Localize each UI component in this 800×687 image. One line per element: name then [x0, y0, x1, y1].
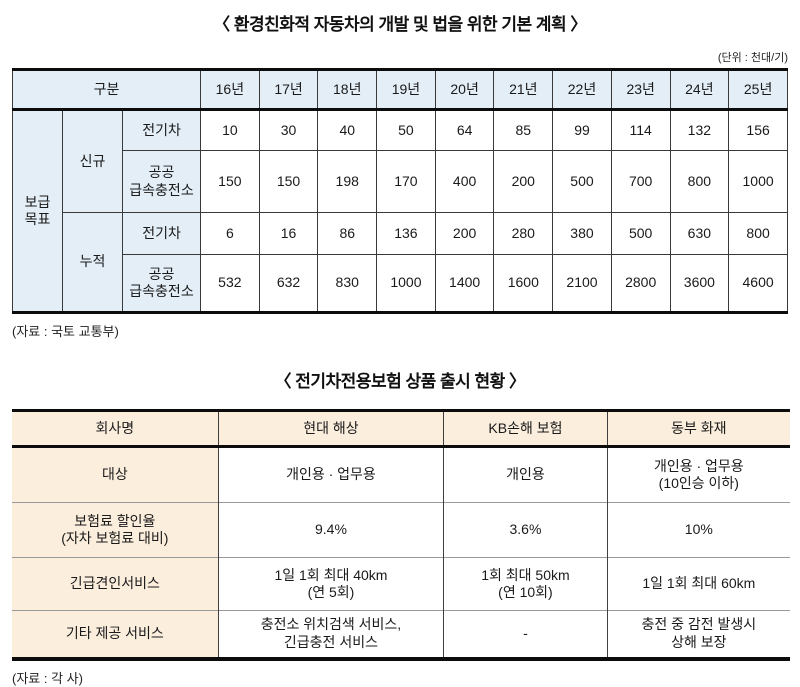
year-header-18: 18년	[317, 69, 378, 111]
value-cell: 충전 중 감전 발생시 상해 보장	[606, 610, 790, 659]
value-cell: 9.4%	[217, 502, 445, 558]
data-cell: 1000	[728, 150, 788, 213]
data-cell: 156	[728, 109, 788, 151]
data-cell: 200	[493, 150, 554, 213]
plan-header-row: 구분 16년 17년 18년 19년 20년 21년 22년 23년 24년 2…	[11, 69, 788, 111]
supply-plan-title: 〈 환경친화적 자동차의 개발 및 법을 위한 기본 계획 〉	[213, 15, 587, 34]
row-label-cell: 보험료 할인율 (자차 보험료 대비)	[12, 502, 219, 558]
insurance-header-row: 회사명 현대 해상 KB손해 보험 동부 화재	[12, 410, 790, 448]
data-cell: 10	[200, 109, 260, 151]
supply-goal-label-cell: 보급 목표	[12, 109, 63, 313]
year-header-25: 25년	[728, 69, 788, 111]
data-cell: 3600	[669, 254, 730, 313]
data-cell: 4600	[728, 254, 788, 313]
data-cell: 40	[317, 109, 378, 151]
value-cell: 10%	[606, 502, 790, 558]
data-cell: 380	[552, 212, 612, 255]
data-cell: 86	[317, 212, 378, 255]
data-cell: 700	[610, 150, 671, 213]
data-cell: 630	[669, 212, 730, 255]
data-cell: 800	[669, 150, 730, 213]
data-cell: 6	[200, 212, 260, 255]
value-cell: 개인용	[443, 446, 608, 503]
supply-plan-table: 구분 16년 17년 18년 19년 20년 21년 22년 23년 24년 2…	[11, 68, 788, 314]
row-label-cell: 긴급견인서비스	[12, 557, 219, 611]
unit-note: (단위 : 천대/기)	[717, 52, 788, 64]
supply-plan-source: (자료 : 국토 교통부)	[12, 324, 119, 339]
data-cell: 1400	[434, 254, 495, 313]
company-dongbu-cell: 동부 화재	[606, 410, 790, 448]
value-cell: 1회 최대 50km (연 10회)	[443, 557, 608, 611]
row-label-cell: 기타 제공 서비스	[12, 610, 219, 659]
data-cell: 2800	[610, 254, 671, 313]
data-cell: 50	[376, 109, 436, 151]
data-cell: 500	[610, 212, 671, 255]
data-cell: 2100	[552, 254, 612, 313]
value-cell: 3.6%	[443, 502, 608, 558]
data-cell: 150	[258, 150, 319, 213]
document-page: 〈 환경친화적 자동차의 개발 및 법을 위한 기본 계획 〉 (단위 : 천대…	[11, 15, 790, 686]
cumulative-label-cell: 누적	[62, 212, 123, 313]
year-header-16: 16년	[200, 69, 260, 111]
company-hyundai-cell: 현대 해상	[217, 410, 445, 448]
year-header-23: 23년	[610, 69, 671, 111]
charger-label-cell: 공공 급속충전소	[121, 150, 202, 213]
data-cell: 198	[317, 150, 378, 213]
data-cell: 632	[258, 254, 319, 313]
data-cell: 170	[376, 150, 436, 213]
company-kb-cell: KB손해 보험	[443, 410, 608, 448]
data-cell: 800	[728, 212, 788, 255]
year-header-20: 20년	[434, 69, 495, 111]
data-cell: 30	[258, 109, 319, 151]
insurance-table: 회사명 현대 해상 KB손해 보험 동부 화재 대상 개인용 · 업무용 개인용…	[12, 409, 790, 661]
data-cell: 532	[200, 254, 260, 313]
data-cell: 132	[669, 109, 730, 151]
year-header-17: 17년	[258, 69, 319, 111]
value-cell: 충전소 위치검색 서비스, 긴급충전 서비스	[217, 610, 445, 659]
data-cell: 1000	[376, 254, 436, 313]
data-cell: 16	[258, 212, 319, 255]
value-cell: 개인용 · 업무용 (10인승 이하)	[606, 446, 790, 503]
year-header-24: 24년	[669, 69, 730, 111]
row-cumulative-ev: 누적 전기차 6 16 86 136 200 280 380 500 630 8…	[13, 212, 788, 313]
insurance-title: 〈 전기차전용보험 상품 출시 현황 〉	[274, 372, 526, 391]
data-cell: 85	[493, 109, 554, 151]
gubun-header-cell: 구분	[11, 69, 202, 111]
data-cell: 830	[317, 254, 378, 313]
year-header-21: 21년	[493, 69, 554, 111]
ev-label-cell: 전기차	[121, 109, 202, 151]
data-cell: 114	[610, 109, 671, 151]
data-cell: 136	[376, 212, 436, 255]
data-cell: 150	[200, 150, 260, 213]
year-header-19: 19년	[376, 69, 436, 111]
row-new-charger: 공공 급속충전소 150 150 198 170 400 200 500 700…	[13, 150, 788, 213]
data-cell: 99	[552, 109, 612, 151]
row-target: 대상 개인용 · 업무용 개인용 개인용 · 업무용 (10인승 이하)	[12, 446, 790, 503]
value-cell: -	[443, 610, 608, 659]
data-cell: 64	[434, 109, 495, 151]
year-header-22: 22년	[552, 69, 612, 111]
new-label-cell: 신규	[62, 109, 123, 213]
value-cell: 개인용 · 업무용	[217, 446, 445, 503]
charger-label-cell: 공공 급속충전소	[121, 254, 202, 313]
data-cell: 200	[434, 212, 495, 255]
company-header-cell: 회사명	[12, 410, 219, 448]
row-new-ev: 보급 목표 신규 전기차 10 30 40 50 64 85 99 114 13…	[12, 109, 788, 313]
row-label-cell: 대상	[12, 446, 219, 503]
row-other-services: 기타 제공 서비스 충전소 위치검색 서비스, 긴급충전 서비스 - 충전 중 …	[12, 610, 790, 659]
data-cell: 500	[552, 150, 612, 213]
data-cell: 400	[434, 150, 495, 213]
row-towing-service: 긴급견인서비스 1일 1회 최대 40km (연 5회) 1회 최대 50km …	[12, 557, 790, 611]
row-discount: 보험료 할인율 (자차 보험료 대비) 9.4% 3.6% 10%	[12, 502, 790, 558]
value-cell: 1일 1회 최대 60km	[606, 557, 790, 611]
data-cell: 1600	[493, 254, 554, 313]
row-cumulative-charger: 공공 급속충전소 532 632 830 1000 1400 1600 2100…	[13, 254, 788, 313]
data-cell: 280	[493, 212, 554, 255]
value-cell: 1일 1회 최대 40km (연 5회)	[217, 557, 445, 611]
ev-label-cell: 전기차	[121, 212, 202, 255]
insurance-source: (자료 : 각 사)	[12, 670, 83, 686]
